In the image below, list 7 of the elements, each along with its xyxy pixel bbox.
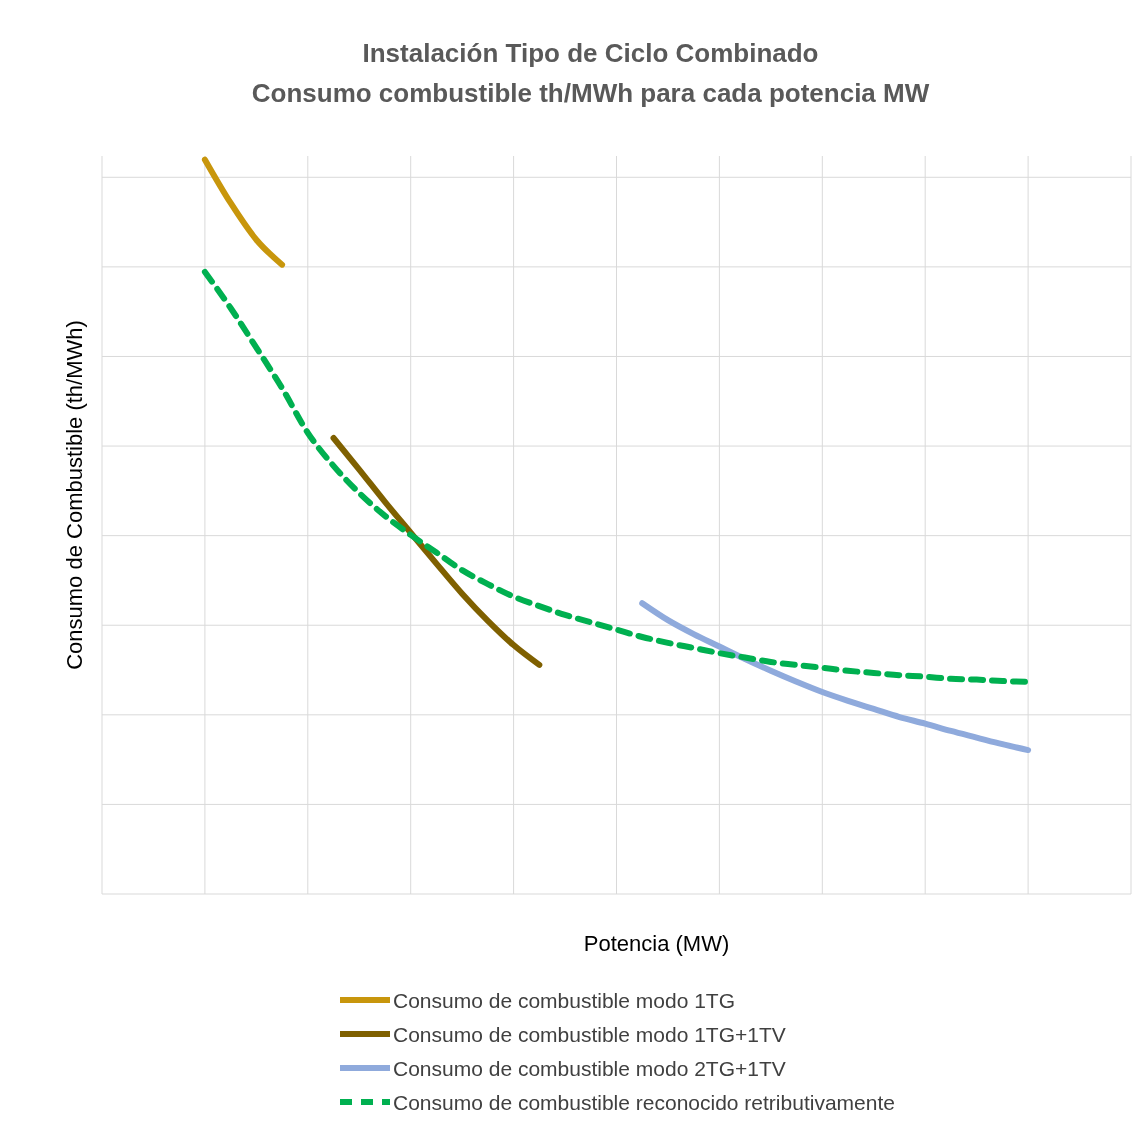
y-axis-title: Consumo de Combustible (th/MWh): [62, 320, 87, 670]
legend-label: Consumo de combustible reconocido retributivamente: [393, 1091, 895, 1114]
x-axis-title: Potencia (MW): [583, 931, 730, 956]
legend-label: Consumo de combustible modo 1TG: [393, 989, 735, 1012]
legend-label: Consumo de combustible modo 2TG+1TV: [393, 1057, 786, 1080]
legend-label: Consumo de combustible modo 1TG+1TV: [393, 1023, 786, 1046]
chart-title: Instalación Tipo de Ciclo Combinado Consumo combustible th/MWh para cada potencia MW: [251, 38, 930, 108]
